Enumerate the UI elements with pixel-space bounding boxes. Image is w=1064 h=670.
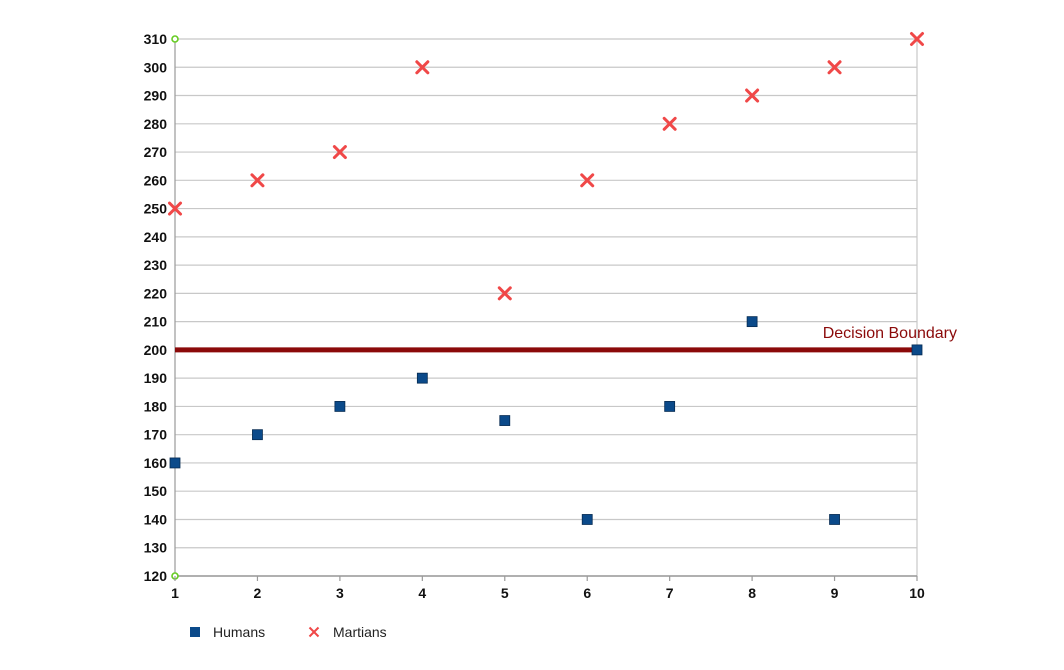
point-martians (168, 201, 182, 216)
point-humans (664, 401, 676, 412)
x-tick-label: 3 (336, 585, 344, 601)
y-tick-label: 220 (144, 285, 168, 301)
y-tick-label: 240 (144, 229, 168, 245)
x-tick-label: 10 (909, 585, 925, 601)
y-tick-label: 230 (144, 257, 168, 273)
point-martians (415, 60, 430, 75)
y-tick-label: 310 (144, 31, 168, 47)
y-tick-label: 160 (144, 455, 168, 471)
point-martians (497, 286, 512, 301)
y-tick-label: 290 (144, 88, 168, 104)
point-humans (252, 429, 263, 441)
y-tick-label: 170 (144, 427, 168, 443)
x-tick-label: 8 (748, 585, 756, 601)
point-martians (580, 173, 595, 188)
y-tick-label: 180 (144, 398, 168, 414)
point-martians (250, 173, 265, 188)
y-tick-label: 200 (144, 342, 168, 358)
point-martians (745, 88, 760, 103)
point-martians (910, 32, 924, 46)
legend-label-humans: Humans (213, 624, 265, 640)
x-tick-label: 6 (583, 585, 591, 601)
y-tick-label: 280 (144, 116, 168, 132)
legend-marker-humans (190, 627, 200, 637)
y-tick-label: 140 (144, 511, 168, 527)
point-humans (169, 457, 181, 469)
point-humans (829, 514, 840, 525)
y-tick-label: 300 (144, 59, 168, 75)
point-humans (746, 316, 758, 328)
x-tick-label: 4 (418, 585, 426, 601)
point-humans (581, 514, 593, 525)
y-tick-label: 190 (144, 370, 168, 386)
decision-boundary-label: Decision Boundary (823, 325, 957, 342)
legend-marker-martians (308, 626, 320, 638)
legend: Humans Martians (190, 624, 387, 640)
data-points (168, 32, 924, 525)
x-tick-label: 5 (501, 585, 509, 601)
x-axis-ticks: 1 2 3 4 5 6 7 8 9 10 (171, 576, 925, 601)
point-martians (332, 145, 347, 160)
point-humans (416, 372, 428, 384)
x-tick-label: 9 (831, 585, 839, 601)
x-tick-label: 2 (254, 585, 262, 601)
y-tick-label: 260 (144, 172, 168, 188)
grid-lines (175, 38, 917, 577)
point-humans (911, 344, 923, 356)
y-axis-ticks: 120 130 140 150 160 170 180 190 200 210 220 230 240 2… (144, 31, 168, 584)
y-tick-label: 130 (144, 540, 168, 556)
legend-label-martians: Martians (333, 624, 387, 640)
y-tick-label: 250 (144, 201, 168, 217)
y-tick-label: 120 (144, 568, 168, 584)
point-humans (334, 401, 346, 412)
x-tick-label: 1 (171, 585, 179, 601)
y-tick-label: 210 (144, 314, 168, 330)
axes (171, 35, 918, 580)
point-martians (827, 60, 842, 75)
y-tick-label: 270 (144, 144, 168, 160)
x-tick-label: 7 (666, 585, 674, 601)
point-humans (499, 415, 511, 426)
point-martians (662, 116, 677, 131)
y-tick-label: 150 (144, 483, 168, 499)
decision-boundary: Decision Boundary (175, 325, 957, 353)
axis-end-marker (171, 35, 179, 43)
